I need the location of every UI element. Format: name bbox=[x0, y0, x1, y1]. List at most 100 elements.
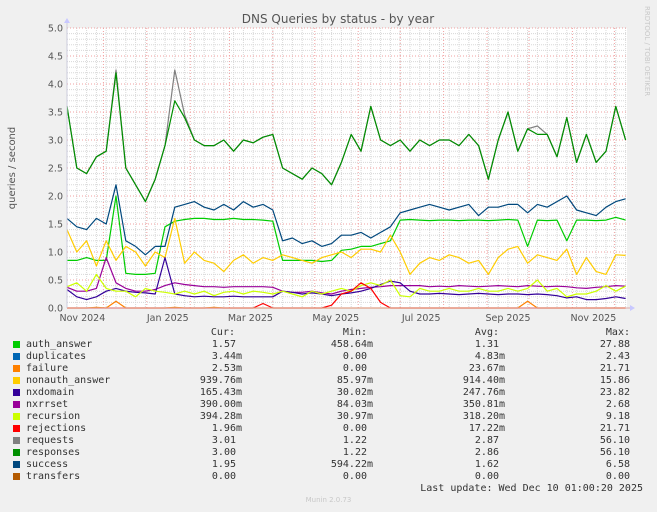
legend-avg-value: 23.67m bbox=[468, 363, 505, 374]
legend-min-value: 0.00 bbox=[342, 423, 367, 434]
legend-max-value: 27.88 bbox=[599, 339, 630, 350]
legend-avg-value: 4.83m bbox=[474, 351, 505, 362]
legend-cur-value: 939.76m bbox=[199, 375, 242, 386]
legend-max-value: 56.10 bbox=[599, 447, 630, 458]
x-tick-label: May 2025 bbox=[312, 313, 359, 324]
legend-avg-value: 1.31 bbox=[474, 339, 499, 350]
legend-series-name: nxdomain bbox=[26, 387, 75, 398]
legend-row-auth_answer: auth_answer 1.57 458.64m 1.31 27.88 bbox=[0, 339, 657, 351]
legend-swatch bbox=[13, 461, 20, 468]
x-tick-label: Nov 2024 bbox=[60, 313, 106, 324]
legend-swatch bbox=[13, 377, 20, 384]
legend-row-transfers: transfers 0.00 0.00 0.00 0.00 bbox=[0, 471, 657, 483]
x-tick-label: Sep 2025 bbox=[485, 313, 530, 324]
munin-version: Munin 2.0.73 bbox=[305, 496, 352, 504]
legend-avg-value: 17.22m bbox=[468, 423, 505, 434]
x-tick-label: Nov 2025 bbox=[571, 313, 617, 324]
legend-min-value: 458.64m bbox=[330, 339, 373, 350]
legend-series-name: duplicates bbox=[26, 351, 87, 362]
rrdtool-watermark: RRDTOOL / TOBI OETIKER bbox=[643, 6, 651, 96]
legend-cur-value: 165.43m bbox=[199, 387, 242, 398]
series-line-auth_answer bbox=[67, 195, 626, 275]
legend-min-value: 1.22 bbox=[342, 435, 367, 446]
legend-cur-value: 390.00m bbox=[199, 399, 242, 410]
y-tick-label: 5.0 bbox=[48, 24, 63, 35]
legend-avg-value: 350.81m bbox=[462, 399, 505, 410]
header-max: Max: bbox=[605, 327, 630, 338]
legend-cur-value: 3.01 bbox=[211, 435, 236, 446]
y-axis-arrow-icon bbox=[64, 18, 70, 23]
legend-cur-value: 3.44m bbox=[211, 351, 242, 362]
grid bbox=[66, 27, 627, 309]
y-tick-label: 4.5 bbox=[48, 52, 63, 63]
legend-swatch bbox=[13, 389, 20, 396]
legend-swatch bbox=[13, 365, 20, 372]
x-axis-arrow-icon bbox=[630, 305, 635, 311]
legend-avg-value: 1.62 bbox=[474, 459, 499, 470]
legend-series-name: failure bbox=[26, 363, 69, 374]
chart-title: DNS Queries by status - by year bbox=[242, 12, 435, 26]
legend-row-rejections: rejections 1.96m 0.00 17.22m 21.71 bbox=[0, 423, 657, 435]
header-avg: Avg: bbox=[474, 327, 499, 338]
series-line-nxdomain bbox=[66, 257, 626, 301]
legend-row-success: success 1.95 594.22m 1.62 6.58 bbox=[0, 459, 657, 471]
legend-series-name: requests bbox=[26, 435, 75, 446]
legend-avg-value: 914.40m bbox=[462, 375, 505, 386]
y-tick-label: 4.0 bbox=[48, 80, 63, 91]
legend-min-value: 0.00 bbox=[342, 351, 367, 362]
legend-min-value: 85.97m bbox=[336, 375, 373, 386]
legend-max-value: 2.43 bbox=[605, 351, 630, 362]
header-cur: Cur: bbox=[210, 327, 235, 338]
legend-swatch bbox=[13, 413, 20, 420]
legend-series-name: nxrrset bbox=[26, 399, 69, 410]
legend-series-name: recursion bbox=[26, 411, 81, 422]
legend-swatch bbox=[13, 437, 20, 444]
legend-min-value: 0.00 bbox=[342, 363, 367, 374]
legend-cur-value: 394.28m bbox=[199, 411, 242, 422]
legend-max-value: 56.10 bbox=[599, 435, 630, 446]
legend-avg-value: 318.20m bbox=[462, 411, 505, 422]
y-tick-label: 2.5 bbox=[48, 164, 63, 175]
y-tick-label: 1.0 bbox=[48, 248, 63, 259]
legend-min-value: 84.03m bbox=[336, 399, 373, 410]
legend-series-name: responses bbox=[26, 447, 81, 458]
legend-cur-value: 3.00 bbox=[211, 447, 236, 458]
legend-swatch bbox=[13, 353, 20, 360]
y-tick-label: 2.0 bbox=[48, 192, 63, 203]
legend-row-responses: responses 3.00 1.22 2.86 56.10 bbox=[0, 447, 657, 459]
legend-max-value: 23.82 bbox=[599, 387, 630, 398]
legend-series-name: nonauth_answer bbox=[26, 375, 111, 386]
series-line-success bbox=[66, 184, 626, 256]
legend-cur-value: 0.00 bbox=[211, 471, 236, 482]
legend-max-value: 6.58 bbox=[605, 459, 630, 470]
legend-series-name: transfers bbox=[26, 471, 81, 482]
y-tick-label: 3.5 bbox=[48, 108, 63, 119]
legend-avg-value: 2.86 bbox=[474, 447, 499, 458]
header-min: Min: bbox=[342, 327, 367, 338]
last-update: Last update: Wed Dec 10 01:00:20 2025 bbox=[420, 483, 643, 494]
legend-series-name: rejections bbox=[26, 423, 87, 434]
legend-row-requests: requests 3.01 1.22 2.87 56.10 bbox=[0, 435, 657, 447]
legend-max-value: 0.00 bbox=[605, 471, 630, 482]
legend-series-name: auth_answer bbox=[26, 339, 93, 350]
legend-max-value: 21.71 bbox=[599, 363, 630, 374]
legend-row-nxrrset: nxrrset 390.00m 84.03m 350.81m 2.68 bbox=[0, 399, 657, 411]
legend-cur-value: 1.95 bbox=[211, 459, 236, 470]
legend-avg-value: 0.00 bbox=[474, 471, 499, 482]
legend-min-value: 30.02m bbox=[336, 387, 373, 398]
legend-row-failure: failure 2.53m 0.00 23.67m 21.71 bbox=[0, 363, 657, 375]
axes: 0.0 0.5 1.0 1.5 2.0 2.5 3.0 3.5 4.0 4.5 5.0 Nov 202… bbox=[48, 18, 635, 324]
series-line-nonauth_answer bbox=[66, 217, 626, 275]
y-tick-label: 3.0 bbox=[48, 136, 63, 147]
legend-avg-value: 247.76m bbox=[462, 387, 505, 398]
legend-swatch bbox=[13, 449, 20, 456]
legend-row-nonauth_answer: nonauth_answer 939.76m 85.97m 914.40m 15.86 bbox=[0, 375, 657, 387]
legend-max-value: 2.68 bbox=[605, 399, 630, 410]
x-tick-label: Jan 2025 bbox=[146, 313, 189, 324]
legend-min-value: 594.22m bbox=[330, 459, 373, 470]
legend-header: Cur: Min: Avg: Max: bbox=[0, 327, 657, 339]
legend-swatch bbox=[13, 401, 20, 408]
series-line-recursion bbox=[66, 273, 626, 298]
legend-swatch bbox=[13, 425, 20, 432]
